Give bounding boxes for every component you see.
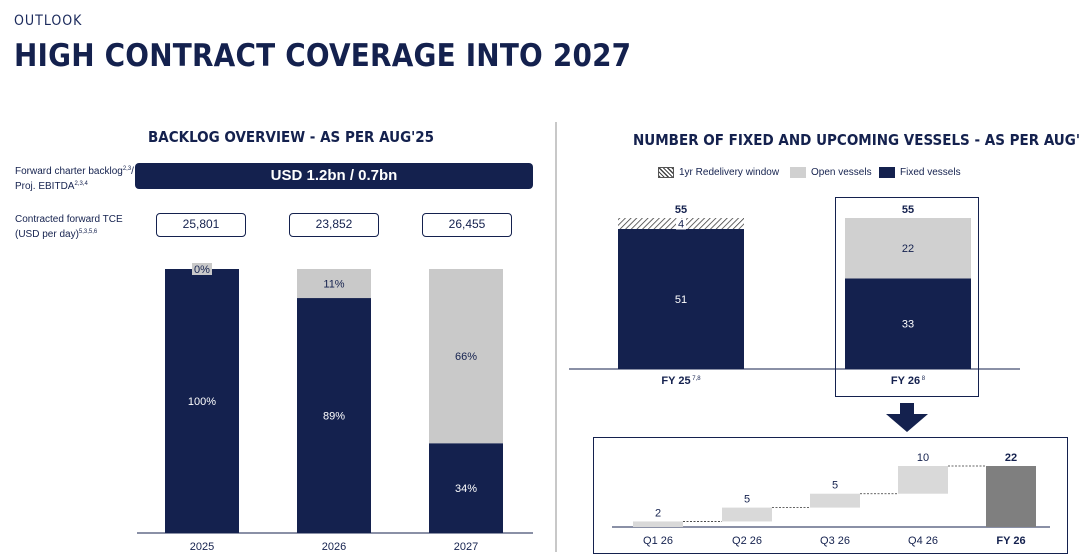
backlog-banner: USD 1.2bn / 0.7bn — [135, 163, 533, 189]
backlog-data-label-contracted: 34% — [455, 483, 477, 495]
backlog-data-label-open: 11% — [323, 279, 344, 291]
backlog-bar-contracted-2026 — [297, 298, 371, 533]
backlog-data-label-open: 66% — [455, 351, 477, 363]
backlog-label-footnote: 2,3 — [122, 166, 132, 172]
waterfall-data-label: 22 — [1005, 452, 1017, 464]
vessels-bar-segment-fixed-vessels — [618, 228, 744, 369]
backlog-bar-contracted-2025 — [165, 269, 239, 533]
vessels-data-label-bg — [676, 218, 686, 230]
legend-item-open: Open vessels — [790, 167, 872, 178]
vessels-tick-footnote: 7,8 — [691, 376, 702, 382]
backlog-bar-open-2027 — [429, 269, 503, 444]
vessels-data-label: 51 — [675, 294, 687, 306]
fixed-swatch-icon — [879, 167, 895, 178]
vessels-data-label: 33 — [902, 319, 914, 331]
waterfall-x-tick-label: FY 26 — [996, 535, 1025, 547]
tce-row-label: Contracted forward TCE (USD per day)5,3,… — [15, 214, 135, 241]
hatch-swatch-icon — [658, 167, 674, 178]
fy26-highlight-frame — [835, 197, 979, 397]
vessels-data-label: 4 — [678, 218, 684, 230]
backlog-bar-open-2026 — [297, 269, 371, 299]
backlog-row-label: Forward charter backlog2,3/ Proj. EBITDA… — [15, 163, 135, 193]
legend-label: Fixed vessels — [900, 167, 961, 178]
backlog-label-text: Forward charter backlog — [15, 166, 123, 177]
tce-label-footnote: 5,3,5,6 — [78, 229, 98, 235]
vessels-x-tick-label: FY 25 7,8 — [661, 375, 701, 387]
backlog-bar-contracted-2027 — [429, 443, 503, 533]
backlog-data-label-contracted: 89% — [323, 411, 345, 423]
eyebrow: OUTLOOK — [14, 13, 83, 29]
fy26-detail-frame — [593, 437, 1068, 554]
panel-divider — [555, 122, 557, 552]
waterfall-x-tick-label: Q2 26 — [732, 535, 762, 547]
tce-box-2026: 23,852 — [289, 213, 379, 237]
backlog-chart-title: BACKLOG OVERVIEW - AS PER AUG'25 — [148, 128, 435, 146]
legend-item-redelivery: 1yr Redelivery window — [658, 167, 779, 178]
waterfall-data-label: 5 — [744, 494, 750, 506]
waterfall-bar-q1-26 — [633, 521, 683, 527]
waterfall-x-tick-label: Q3 26 — [820, 535, 850, 547]
backlog-label-rest: / Proj. EBITDA — [15, 166, 134, 192]
waterfall-bar-q4-26 — [898, 466, 948, 494]
vessels-data-label: 22 — [902, 243, 914, 255]
waterfall-bar-q3-26 — [810, 493, 860, 508]
waterfall-data-label: 5 — [832, 480, 838, 492]
backlog-x-tick-label: 2025 — [190, 541, 214, 553]
open-swatch-icon — [790, 167, 806, 178]
backlog-data-label-contracted: 100% — [188, 396, 216, 408]
vessels-bar-segment-open-vessels — [845, 218, 971, 279]
backlog-x-tick-label: 2026 — [322, 541, 346, 553]
vessels-x-tick-label: FY 26 8 — [891, 375, 926, 387]
vessels-bar-segment-fixed-vessels — [845, 278, 971, 369]
waterfall-data-label: 2 — [655, 507, 661, 519]
vessels-total-label: 55 — [902, 204, 914, 216]
waterfall-x-tick-label: Q4 26 — [908, 535, 938, 547]
down-arrow-icon — [886, 403, 928, 432]
legend-label: 1yr Redelivery window — [679, 167, 780, 178]
tce-label-text: Contracted forward TCE (USD per day) — [15, 214, 123, 240]
backlog-bar-open-2025 — [192, 263, 212, 275]
vessels-chart-title: NUMBER OF FIXED AND UPCOMING VESSELS - A… — [633, 131, 1080, 149]
waterfall-x-tick-label: Q1 26 — [643, 535, 673, 547]
page-title: HIGH CONTRACT COVERAGE INTO 2027 — [14, 38, 632, 74]
tce-box-2027: 26,455 — [422, 213, 512, 237]
legend-item-fixed: Fixed vessels — [879, 167, 961, 178]
vessels-total-label: 55 — [675, 204, 687, 216]
backlog-data-label-open: 0% — [194, 264, 210, 276]
vessels-tick-footnote: 8 — [920, 376, 926, 382]
waterfall-bar-q2-26 — [722, 507, 772, 522]
ebitda-footnote: 2,3,4 — [74, 181, 88, 187]
tce-box-2025: 25,801 — [156, 213, 246, 237]
legend-label: Open vessels — [811, 167, 872, 178]
waterfall-data-label: 10 — [917, 452, 929, 464]
waterfall-bar-fy-26 — [986, 466, 1036, 527]
backlog-x-tick-label: 2027 — [454, 541, 478, 553]
